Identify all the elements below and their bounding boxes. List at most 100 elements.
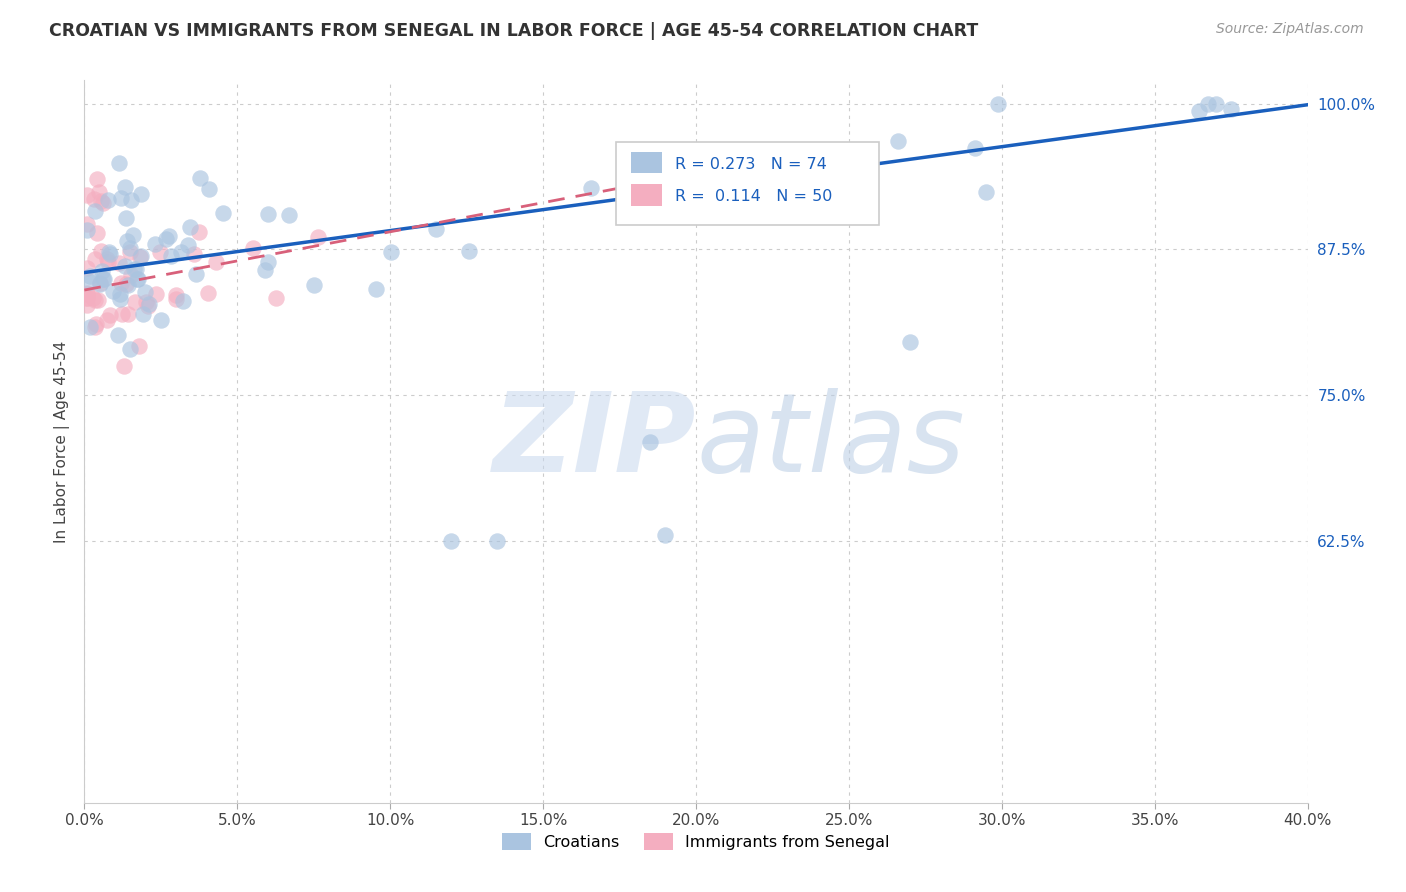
Point bbox=[136, 299, 159, 313]
Point bbox=[114, 259, 136, 273]
Point bbox=[120, 244, 142, 259]
Point bbox=[76, 187, 98, 202]
Point bbox=[91, 195, 114, 210]
Point bbox=[307, 230, 329, 244]
Point bbox=[581, 181, 603, 195]
Point bbox=[380, 244, 402, 259]
Point bbox=[120, 268, 142, 283]
Point bbox=[172, 293, 194, 308]
Point bbox=[425, 222, 447, 236]
Point bbox=[120, 241, 142, 255]
Point bbox=[86, 172, 108, 186]
Point bbox=[150, 313, 173, 327]
Point bbox=[108, 155, 131, 169]
Point bbox=[134, 285, 156, 299]
Point bbox=[76, 223, 98, 237]
Point bbox=[98, 244, 121, 259]
Point bbox=[90, 264, 112, 278]
Point bbox=[1188, 103, 1211, 118]
Point bbox=[89, 276, 111, 290]
Point bbox=[97, 193, 120, 207]
Point bbox=[125, 262, 148, 277]
Point bbox=[198, 182, 221, 196]
Point bbox=[987, 96, 1010, 111]
Point bbox=[128, 339, 150, 353]
Point bbox=[186, 267, 208, 281]
Point bbox=[84, 203, 107, 218]
Point bbox=[120, 193, 142, 207]
Point bbox=[242, 240, 264, 254]
Point bbox=[83, 252, 105, 266]
Point bbox=[266, 291, 288, 305]
Point bbox=[129, 186, 152, 201]
Point bbox=[197, 285, 219, 300]
Point bbox=[110, 191, 132, 205]
Point bbox=[87, 185, 110, 199]
Point bbox=[110, 277, 132, 291]
Legend: Croatians, Immigrants from Senegal: Croatians, Immigrants from Senegal bbox=[496, 827, 896, 856]
Point bbox=[212, 206, 235, 220]
Point bbox=[486, 533, 509, 548]
Point bbox=[90, 244, 112, 259]
Point bbox=[83, 293, 105, 307]
Point bbox=[302, 278, 325, 293]
Point bbox=[76, 287, 98, 301]
Text: Source: ZipAtlas.com: Source: ZipAtlas.com bbox=[1216, 22, 1364, 37]
Point bbox=[98, 246, 121, 260]
Text: R = 0.273   N = 74: R = 0.273 N = 74 bbox=[675, 157, 827, 171]
Point bbox=[96, 252, 118, 267]
Point bbox=[108, 287, 131, 301]
Point bbox=[108, 256, 131, 270]
Text: atlas: atlas bbox=[696, 388, 965, 495]
Point bbox=[115, 277, 138, 291]
Point bbox=[145, 286, 167, 301]
Point bbox=[84, 319, 107, 334]
Text: CROATIAN VS IMMIGRANTS FROM SENEGAL IN LABOR FORCE | AGE 45-54 CORRELATION CHART: CROATIAN VS IMMIGRANTS FROM SENEGAL IN L… bbox=[49, 22, 979, 40]
Point bbox=[107, 328, 129, 343]
Point bbox=[96, 313, 118, 327]
Point bbox=[91, 272, 114, 286]
FancyBboxPatch shape bbox=[616, 142, 880, 225]
Point bbox=[82, 291, 104, 305]
Point bbox=[188, 170, 211, 185]
Point bbox=[1220, 103, 1243, 117]
Point bbox=[179, 220, 201, 235]
Point bbox=[638, 434, 661, 449]
Point bbox=[644, 153, 666, 167]
Point bbox=[366, 282, 388, 296]
Point bbox=[79, 319, 101, 334]
Point bbox=[79, 275, 101, 289]
Point bbox=[87, 293, 110, 307]
Point bbox=[165, 288, 187, 302]
Point bbox=[155, 232, 177, 246]
Point bbox=[205, 255, 228, 269]
Point bbox=[132, 307, 155, 321]
Point bbox=[165, 292, 187, 306]
Point bbox=[963, 141, 986, 155]
Point bbox=[111, 308, 134, 322]
Point bbox=[76, 291, 98, 305]
Point bbox=[124, 295, 146, 310]
Point bbox=[121, 227, 143, 242]
Point bbox=[138, 297, 160, 311]
Point bbox=[256, 255, 278, 269]
Point bbox=[97, 255, 120, 269]
Point bbox=[115, 234, 138, 248]
Point bbox=[128, 250, 150, 264]
Point bbox=[76, 291, 98, 305]
Point bbox=[149, 244, 172, 259]
Point bbox=[108, 292, 131, 306]
Point bbox=[828, 183, 851, 197]
Point bbox=[129, 250, 152, 264]
Point bbox=[79, 269, 101, 284]
Point bbox=[114, 180, 136, 194]
Y-axis label: In Labor Force | Age 45-54: In Labor Force | Age 45-54 bbox=[55, 341, 70, 542]
Point bbox=[90, 194, 112, 208]
Point bbox=[122, 261, 145, 276]
Point bbox=[886, 134, 908, 148]
Point bbox=[117, 277, 139, 292]
Point bbox=[93, 272, 115, 286]
Point bbox=[100, 308, 122, 322]
Point bbox=[86, 226, 108, 240]
Point bbox=[187, 226, 209, 240]
